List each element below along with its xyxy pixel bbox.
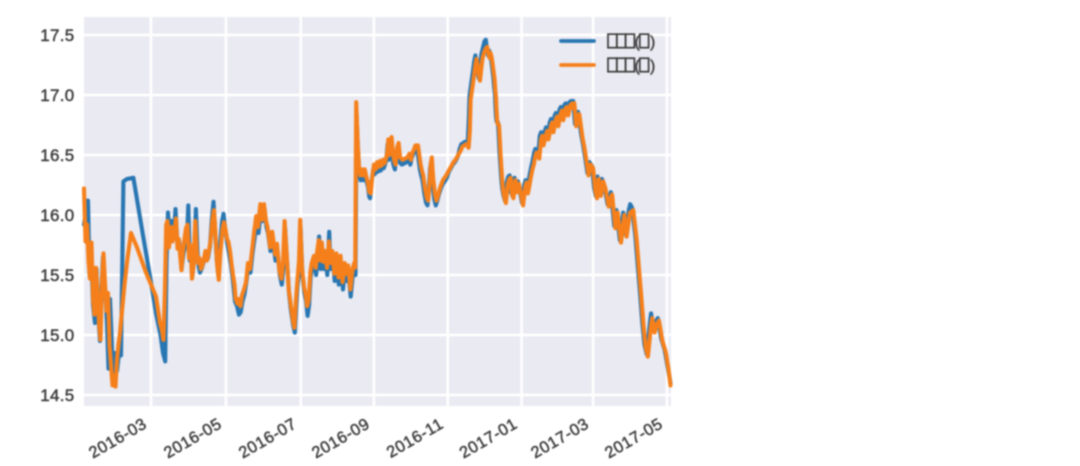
svg-text:17.5: 17.5 — [40, 26, 74, 45]
svg-text:16.0: 16.0 — [40, 206, 74, 225]
svg-text:): ) — [650, 34, 655, 51]
svg-text:): ) — [650, 58, 655, 75]
svg-text:14.5: 14.5 — [40, 386, 74, 405]
svg-text:(: ( — [635, 58, 641, 75]
svg-text:15.5: 15.5 — [40, 266, 74, 285]
svg-text:(: ( — [635, 34, 641, 51]
svg-text:15.0: 15.0 — [40, 326, 74, 345]
svg-text:17.0: 17.0 — [40, 86, 74, 105]
svg-text:16.5: 16.5 — [40, 146, 74, 165]
